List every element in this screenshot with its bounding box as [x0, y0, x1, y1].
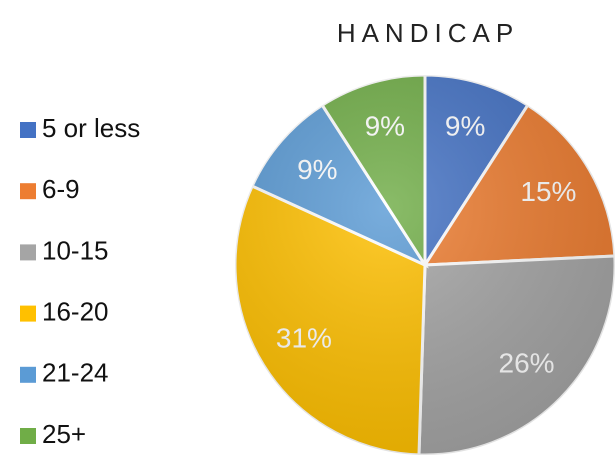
legend-swatch [20, 428, 36, 444]
legend-label: 5 or less [42, 113, 140, 143]
data-label: 9% [445, 111, 485, 142]
data-label: 26% [499, 347, 555, 378]
legend-label: 25+ [42, 419, 86, 449]
legend-swatch [20, 366, 36, 383]
legend-label: 10-15 [42, 235, 109, 265]
data-label: 31% [276, 323, 332, 354]
legend-swatch [20, 122, 36, 138]
legend-swatch [20, 305, 36, 322]
data-label: 15% [520, 176, 576, 207]
data-label: 9% [365, 111, 405, 142]
legend-label: 21-24 [42, 358, 109, 388]
legend-label: 16-20 [42, 296, 109, 326]
chart-title: HANDICAP [337, 18, 519, 48]
data-label: 9% [297, 154, 337, 185]
legend-swatch [20, 183, 36, 200]
legend-label: 6-9 [42, 174, 80, 204]
legend-swatch [20, 244, 36, 261]
